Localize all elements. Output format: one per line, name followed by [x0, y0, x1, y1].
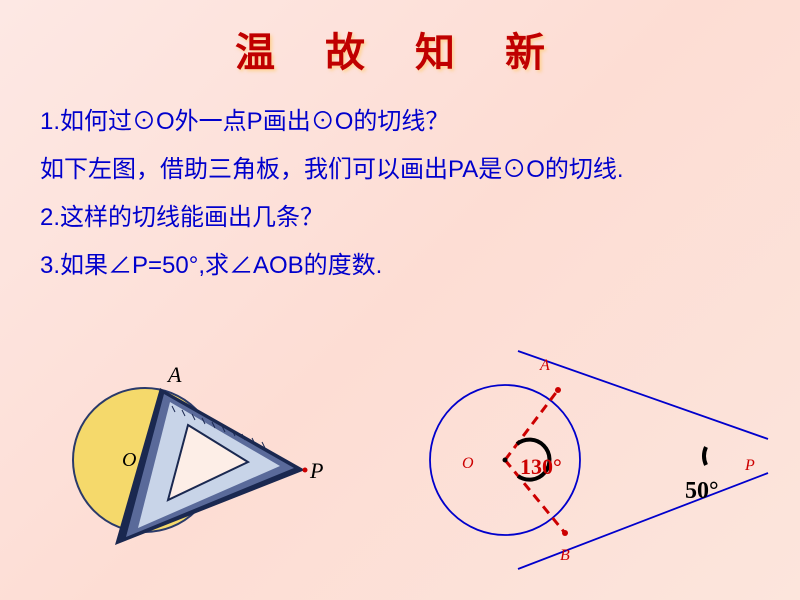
label-b: B: [560, 547, 570, 565]
diagram-set-square: O A P: [60, 360, 340, 570]
label-p: P: [745, 457, 755, 475]
svg-text:P: P: [309, 458, 323, 483]
angle-50: 50°: [685, 478, 719, 505]
label-a: A: [540, 357, 550, 375]
page-title: 温 故 知 新: [0, 0, 800, 78]
answer-1: 如下左图，借助三角板，我们可以画出PA是⊙O的切线.: [40, 146, 760, 194]
diagrams-area: O A P: [0, 340, 800, 580]
svg-text:A: A: [166, 362, 182, 387]
question-2: 2.这样的切线能画出几条？: [40, 194, 760, 242]
angle-130: 130°: [520, 454, 562, 480]
content-block: 1.如何过⊙O外一点P画出⊙O的切线？ 如下左图，借助三角板，我们可以画出PA是…: [0, 78, 800, 290]
svg-text:O: O: [122, 449, 136, 471]
label-o: O: [462, 455, 474, 473]
question-3: 3.如果∠P=50°,求∠AOB的度数.: [40, 242, 760, 290]
question-1: 1.如何过⊙O外一点P画出⊙O的切线？: [40, 98, 760, 146]
